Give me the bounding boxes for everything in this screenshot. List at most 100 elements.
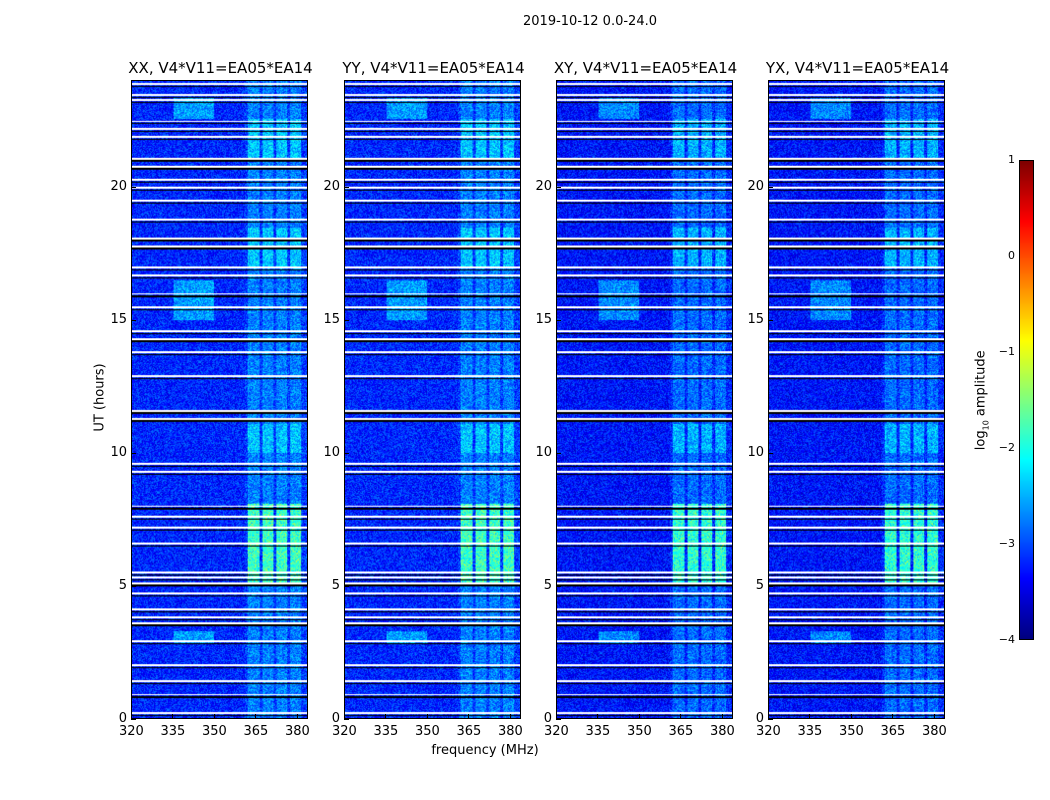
y-tick-label: 15 [535, 311, 552, 327]
panel-yy: YY, V4*V11=EA05*EA14 [342, 59, 525, 719]
panel-yx: YX, V4*V11=EA05*EA14 [766, 59, 949, 719]
y-tick [344, 452, 349, 454]
panel-xy: XY, V4*V11=EA05*EA14 [554, 59, 737, 719]
x-tick [296, 714, 298, 719]
y-tick [344, 585, 349, 587]
spectrogram-heatmap [132, 81, 307, 718]
x-tick-label: 380 [709, 724, 735, 739]
x-tick [721, 714, 723, 719]
y-axis-label: UT (hours) [92, 363, 108, 432]
y-tick-label: 10 [747, 444, 764, 460]
y-tick [768, 719, 773, 720]
x-tick [597, 714, 599, 719]
x-tick-label: 335 [585, 724, 611, 739]
panel-title: XY, V4*V11=EA05*EA14 [553, 59, 738, 77]
x-tick-label: 380 [497, 724, 523, 739]
y-tick-label: 5 [118, 577, 127, 593]
x-tick [680, 714, 682, 719]
x-tick [892, 714, 894, 719]
x-tick [344, 714, 345, 719]
x-tick-label: 320 [544, 724, 569, 739]
x-tick-label: 350 [414, 724, 440, 739]
y-tick-label: 5 [331, 577, 340, 593]
panel-title: YX, V4*V11=EA05*EA14 [765, 59, 950, 77]
panel-xx: XX, V4*V11=EA05*EA14 [128, 59, 313, 719]
x-tick [131, 714, 132, 719]
y-tick [556, 319, 561, 321]
x-tick [638, 714, 640, 719]
y-tick [131, 452, 136, 454]
y-tick-label: 0 [755, 711, 764, 726]
x-tick-label: 350 [838, 724, 864, 739]
x-tick [172, 714, 174, 719]
colorbar [1019, 160, 1034, 640]
x-tick [213, 714, 215, 719]
spectrogram-heatmap [557, 81, 732, 718]
y-tick [344, 719, 349, 720]
spectrogram-heatmap [345, 81, 520, 718]
x-tick [426, 714, 428, 719]
x-tick-label: 380 [921, 724, 947, 739]
x-tick-label: 320 [119, 724, 144, 739]
x-tick-label: 365 [880, 724, 906, 739]
y-tick-label: 0 [118, 711, 127, 726]
x-tick [768, 714, 769, 719]
y-tick [556, 585, 561, 587]
y-tick [768, 319, 773, 321]
colorbar-tick-label: −3 [998, 537, 1015, 550]
y-tick-label: 20 [110, 178, 127, 194]
y-tick [556, 186, 561, 188]
x-tick-label: 335 [160, 724, 186, 739]
x-tick-label: 365 [668, 724, 694, 739]
colorbar-tick-label: −2 [998, 441, 1015, 454]
y-tick-label: 0 [331, 711, 340, 726]
spectrogram-heatmap [769, 81, 944, 718]
y-tick-label: 0 [543, 711, 552, 726]
figure-title: 2019-10-12 0.0-24.0 [523, 14, 657, 29]
y-tick [768, 186, 773, 188]
y-tick-label: 20 [323, 178, 340, 194]
panel-title: YY, V4*V11=EA05*EA14 [342, 59, 525, 77]
x-tick [255, 714, 257, 719]
y-tick [344, 186, 349, 188]
x-tick-label: 365 [456, 724, 482, 739]
x-tick [385, 714, 387, 719]
panel-title: XX, V4*V11=EA05*EA14 [128, 59, 313, 77]
colorbar-tick-label: −1 [998, 345, 1015, 358]
y-tick-label: 10 [535, 444, 552, 460]
x-tick-label: 335 [373, 724, 399, 739]
y-tick-label: 20 [535, 178, 552, 194]
x-axis-label: frequency (MHz) [431, 743, 539, 758]
y-tick-label: 15 [323, 311, 340, 327]
x-tick-label: 380 [284, 724, 310, 739]
y-tick [768, 585, 773, 587]
x-tick [933, 714, 935, 719]
x-tick [850, 714, 852, 719]
y-tick-label: 10 [110, 444, 127, 460]
y-tick [556, 719, 561, 720]
x-tick-label: 365 [243, 724, 269, 739]
x-tick [556, 714, 557, 719]
x-tick-label: 335 [797, 724, 823, 739]
y-tick [556, 452, 561, 454]
colorbar-tick-label: 1 [1008, 153, 1015, 166]
colorbar-tick-label: 0 [1008, 249, 1015, 262]
x-tick-label: 350 [626, 724, 652, 739]
x-tick-label: 320 [332, 724, 357, 739]
y-tick-label: 15 [747, 311, 764, 327]
x-tick [809, 714, 811, 719]
y-tick-label: 10 [323, 444, 340, 460]
y-tick [131, 319, 136, 321]
y-tick-label: 20 [747, 178, 764, 194]
x-tick [468, 714, 470, 719]
y-tick-label: 5 [755, 577, 764, 593]
y-tick-label: 5 [543, 577, 552, 593]
colorbar-tick-label: −4 [998, 633, 1015, 646]
y-tick [131, 585, 136, 587]
y-tick [131, 186, 136, 188]
y-tick [768, 452, 773, 454]
x-tick [509, 714, 511, 719]
x-tick-label: 350 [201, 724, 227, 739]
y-tick [344, 319, 349, 321]
